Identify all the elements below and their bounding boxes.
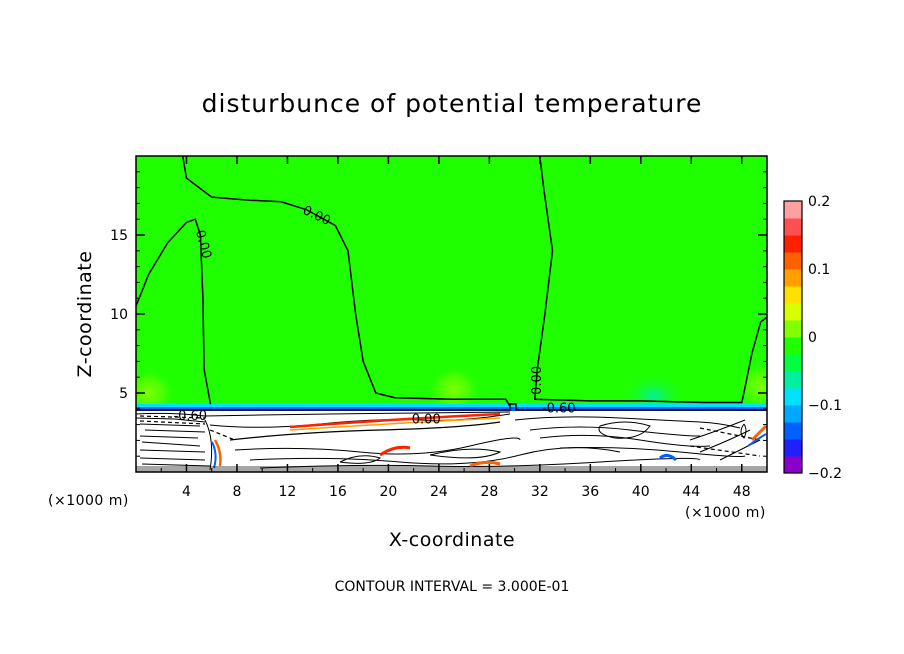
contour-label: 0.00: [412, 412, 441, 427]
colorbar-swatch: [784, 218, 802, 236]
contour-label: 0.00: [530, 366, 545, 395]
zero-contour-line: [136, 218, 212, 405]
zero-contour-line: [533, 156, 767, 404]
colorbar-label: −0.1: [808, 398, 842, 414]
contour-label: -0.60: [173, 409, 207, 424]
x-tick-label: 32: [531, 484, 549, 500]
colorbar-swatch: [784, 371, 802, 389]
colorbar-swatch: [784, 235, 802, 253]
colorbar-swatch: [784, 252, 802, 270]
zero-contours: [136, 156, 767, 406]
colorbar-swatch: [784, 269, 802, 287]
y-tick-label: 15: [110, 228, 128, 244]
colorbar-swatch: [784, 439, 802, 457]
colorbar-swatch: [784, 405, 802, 423]
colorbar: 0.2 0.1 0 −0.1 −0.2: [783, 194, 842, 482]
colorbar-swatch: [784, 354, 802, 372]
x-axis-ticks: 4 8 12 16 20 24 28 32 36 40 44 48: [160, 156, 751, 500]
x-tick-label: 24: [430, 484, 448, 500]
colorbar-swatch: [784, 303, 802, 321]
colorbar-frame: [783, 200, 803, 474]
colorbar-swatch: [784, 286, 802, 304]
chart-title: disturbunce of potential temperature: [202, 89, 703, 118]
colorbar-label: −0.2: [808, 466, 842, 482]
x-tick-label: 44: [682, 484, 700, 500]
x-tick-label: 16: [329, 484, 347, 500]
warm-blob: [428, 365, 481, 414]
y-axis-ticks: 5 10 15: [110, 171, 767, 457]
x-tick-label: 8: [232, 484, 241, 500]
contour-interval: CONTOUR INTERVAL = 3.000E-01: [335, 579, 570, 595]
warm-blob: [735, 362, 767, 411]
x-unit-right: (×1000 m): [685, 505, 766, 521]
y-axis-label: Z-coordinate: [74, 251, 96, 378]
contour-label: 0.00: [192, 229, 214, 261]
x-tick-label: 20: [379, 484, 397, 500]
x-tick-label: 36: [581, 484, 599, 500]
y-tick-label: 10: [110, 307, 128, 323]
colorbar-label: 0.1: [808, 262, 830, 278]
plot-area: 0.000.000.000.00-0.60-0.60: [136, 156, 767, 472]
colorbar-swatch: [784, 388, 802, 406]
contour-label: -0.60: [542, 401, 576, 416]
y-tick-label: 5: [119, 386, 128, 402]
colorbar-swatch: [784, 456, 802, 474]
colorbar-label: 0.2: [808, 194, 830, 210]
colorbar-label: 0: [808, 330, 817, 346]
x-tick-label: 28: [480, 484, 498, 500]
colorbar-swatch: [784, 320, 802, 338]
x-tick-label: 40: [632, 484, 650, 500]
colorbar-swatch: [784, 337, 802, 355]
x-axis-label: X-coordinate: [389, 529, 515, 551]
boundary-layer: [136, 403, 767, 472]
colorbar-swatch: [784, 201, 802, 219]
x-unit-left: (×1000 m): [48, 493, 129, 509]
x-tick-label: 12: [279, 484, 297, 500]
x-tick-label: 4: [182, 484, 191, 500]
x-tick-label: 48: [733, 484, 751, 500]
colorbar-swatch: [784, 422, 802, 440]
zero-contour-line: [181, 156, 511, 406]
